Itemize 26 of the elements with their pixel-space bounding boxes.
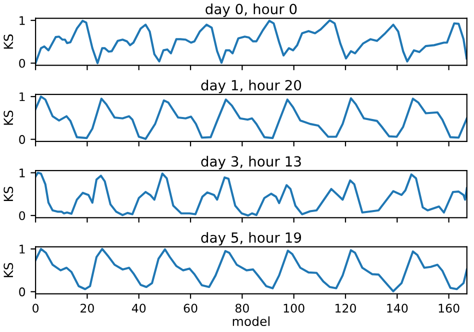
x-tick-label: 140	[387, 304, 408, 313]
y-tick-label: 0	[19, 135, 26, 144]
y-axis-title: KS	[4, 34, 14, 49]
x-tick-label: 100	[284, 304, 304, 313]
y-tick-label: 0	[19, 211, 26, 220]
y-axis-title: KS	[4, 110, 14, 125]
x-tick-label: 160	[438, 304, 460, 313]
x-tick-label: 40	[132, 304, 146, 313]
x-axis-title: model	[232, 316, 270, 326]
y-tick-label: 0	[19, 287, 26, 296]
y-tick-label: 0	[19, 58, 26, 68]
chart-title: day 5, hour 19	[201, 232, 302, 246]
y-axis-title: KS	[4, 262, 14, 278]
x-tick-label: 60	[184, 304, 198, 313]
y-tick-label: 1	[20, 244, 25, 254]
x-tick-label: 20	[80, 304, 94, 313]
y-tick-label: 1	[20, 168, 25, 178]
y-tick-label: 1	[20, 92, 25, 102]
x-tick-label: 120	[336, 304, 356, 313]
x-tick-label: 0	[32, 304, 39, 313]
y-axis-title: KS	[4, 186, 14, 201]
x-tick-label: 80	[235, 304, 249, 313]
chart-title: day 3, hour 13	[201, 156, 301, 170]
chart-title: day 0, hour 0	[206, 4, 297, 17]
chart-title: day 1, hour 20	[201, 80, 302, 94]
y-tick-label: 1	[20, 16, 25, 25]
